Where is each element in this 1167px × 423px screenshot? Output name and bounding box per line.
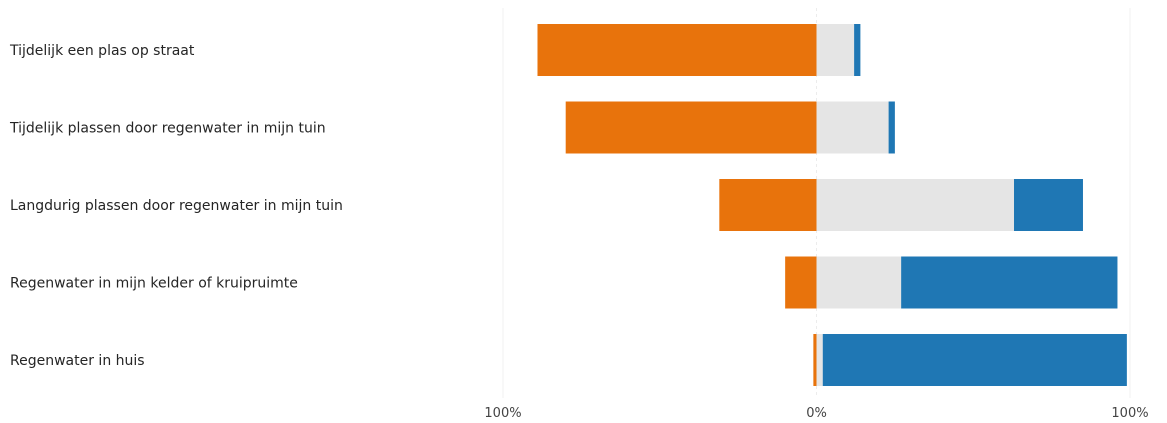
- bar-segment: [854, 24, 861, 76]
- bars: [537, 24, 1127, 386]
- bar-segment: [565, 101, 817, 154]
- bar-segment: [1014, 179, 1083, 231]
- bar-segment: [719, 179, 817, 231]
- category-label: Regenwater in mijn kelder of kruipruimte: [10, 276, 298, 292]
- bar-segment: [822, 334, 1127, 386]
- x-tick-label: 100%: [484, 406, 521, 421]
- x-tick-label: 0%: [806, 406, 827, 421]
- category-label: Langdurig plassen door regenwater in mij…: [10, 198, 343, 214]
- bar-segment: [785, 256, 817, 309]
- bar-segment: [816, 24, 855, 76]
- category-label: Tijdelijk plassen door regenwater in mij…: [9, 121, 326, 137]
- bar-segment: [537, 24, 817, 76]
- bar-segment: [888, 101, 895, 154]
- category-labels: Tijdelijk een plas op straat Tijdelijk p…: [9, 43, 343, 369]
- bar-segment: [816, 334, 823, 386]
- bar-segment: [816, 179, 1015, 231]
- x-axis-tick-labels: 100% 0% 100%: [484, 406, 1148, 421]
- bar-segment: [813, 334, 817, 386]
- bar-segment: [901, 256, 1118, 309]
- category-label: Tijdelijk een plas op straat: [9, 43, 195, 59]
- x-tick-label: 100%: [1111, 406, 1148, 421]
- bar-segment: [816, 101, 889, 154]
- bar-segment: [816, 256, 902, 309]
- category-label: Regenwater in huis: [10, 353, 145, 369]
